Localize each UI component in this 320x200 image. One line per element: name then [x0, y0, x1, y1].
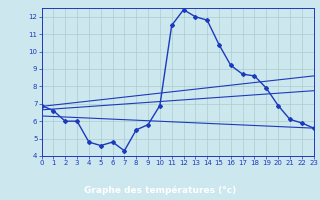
Text: Graphe des températures (°c): Graphe des températures (°c) [84, 186, 236, 195]
